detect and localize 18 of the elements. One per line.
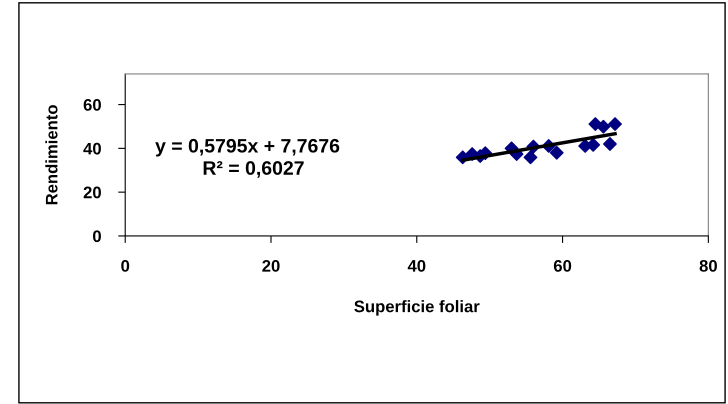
point — [524, 150, 538, 164]
annotation: y = 0,5795x + 7,7676 — [155, 138, 340, 157]
x-tick-label: 60 — [554, 260, 572, 272]
x-tick-label: 20 — [262, 260, 280, 272]
x-tick-label: 40 — [408, 260, 426, 272]
x-axis-title: Superficie foliar — [354, 300, 480, 316]
x-tick-label: 80 — [700, 260, 717, 272]
y-tick-label: 20 — [84, 186, 101, 198]
point — [550, 146, 564, 160]
point — [603, 137, 617, 151]
y-tick-label: 0 — [92, 230, 101, 242]
x-tick-label: 0 — [121, 260, 130, 272]
y-tick-label: 40 — [83, 142, 101, 155]
y-tick-label: 60 — [84, 98, 101, 111]
point — [608, 117, 622, 131]
annotation: R² = 0,6027 — [204, 161, 304, 178]
point — [596, 120, 610, 134]
y-axis-title: Rendimiento — [45, 105, 58, 204]
